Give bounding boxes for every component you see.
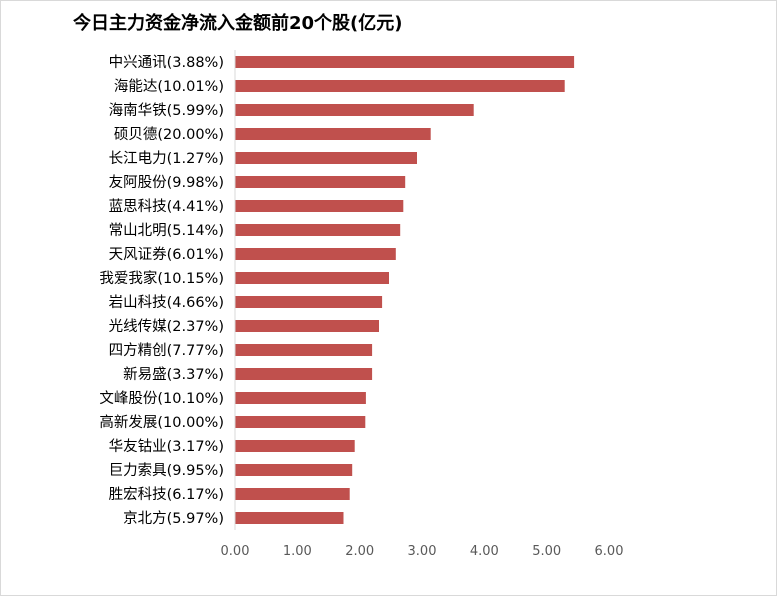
bar-3 (235, 128, 431, 140)
category-label-18: 胜宏科技(6.17%) (109, 486, 224, 503)
bar-15 (235, 416, 366, 428)
x-tick-label-0: 0.00 (221, 544, 250, 559)
category-label-2: 海南华铁(5.99%) (109, 102, 224, 119)
bar-14 (235, 392, 366, 404)
category-label-0: 中兴通讯(3.88%) (109, 54, 224, 71)
category-label-6: 蓝思科技(4.41%) (109, 198, 224, 215)
x-tick-label-5: 5.00 (532, 544, 561, 559)
bar-17 (235, 464, 353, 476)
x-tick-label-1: 1.00 (283, 544, 312, 559)
bar-1 (235, 80, 565, 92)
bar-16 (235, 440, 355, 452)
bar-13 (235, 368, 373, 380)
bar-7 (235, 224, 401, 236)
category-label-5: 友阿股份(9.98%) (109, 174, 224, 191)
bars-layer (235, 56, 575, 524)
category-label-11: 光线传媒(2.37%) (109, 318, 224, 335)
bar-4 (235, 152, 417, 164)
bar-2 (235, 104, 474, 116)
bar-12 (235, 344, 373, 356)
x-tick-label-3: 3.00 (408, 544, 437, 559)
category-label-7: 常山北明(5.14%) (109, 222, 224, 239)
bar-6 (235, 200, 404, 212)
bar-5 (235, 176, 406, 188)
bar-19 (235, 512, 344, 524)
bar-0 (235, 56, 575, 68)
category-label-9: 我爱我家(10.15%) (99, 270, 224, 287)
category-label-8: 天风证券(6.01%) (109, 246, 224, 263)
category-label-1: 海能达(10.01%) (114, 78, 224, 95)
category-label-17: 巨力索具(9.95%) (109, 462, 224, 479)
x-tick-labels-layer: 0.00 1.00 2.00 3.00 4.00 5.00 6.00 (221, 544, 624, 559)
category-label-10: 岩山科技(4.66%) (109, 294, 224, 311)
category-label-19: 京北方(5.97%) (123, 510, 224, 527)
x-tick-label-2: 2.00 (345, 544, 374, 559)
x-tick-label-4: 4.00 (470, 544, 499, 559)
category-label-13: 新易盛(3.37%) (123, 366, 224, 383)
category-label-16: 华友钴业(3.17%) (109, 438, 224, 455)
bar-9 (235, 272, 389, 284)
chart-title: 今日主力资金净流入金额前20个股(亿元) (73, 13, 403, 34)
category-label-12: 四方精创(7.77%) (109, 342, 224, 359)
bar-8 (235, 248, 396, 260)
category-label-14: 文峰股份(10.10%) (99, 390, 224, 407)
category-labels-layer: 中兴通讯(3.88%) 海能达(10.01%) 海南华铁(5.99%) 硕贝德(20.… (99, 54, 224, 527)
bar-11 (235, 320, 379, 332)
bar-10 (235, 296, 383, 308)
category-label-15: 高新发展(10.00%) (99, 414, 224, 431)
category-label-3: 硕贝德(20.00%) (114, 126, 224, 143)
category-label-4: 长江电力(1.27%) (109, 150, 224, 167)
x-tick-label-6: 6.00 (595, 544, 624, 559)
bar-18 (235, 488, 350, 500)
